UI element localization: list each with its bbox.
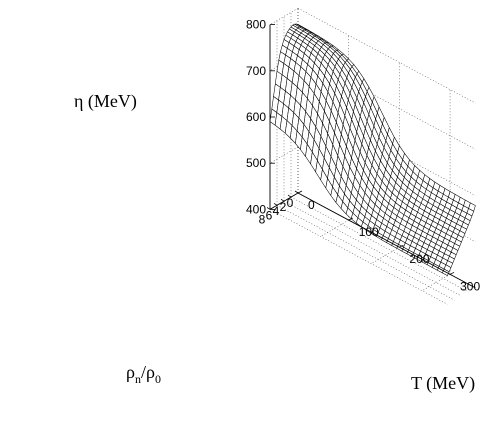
x-tick-mark — [294, 190, 299, 194]
x-tick-label: 0 — [287, 196, 294, 210]
y-tick-mark — [449, 271, 455, 275]
y-tick-label: 0 — [308, 198, 315, 212]
x-tick-label: 2 — [280, 200, 287, 214]
grid-wall-x-line — [269, 146, 299, 164]
y-axis-line — [297, 192, 476, 289]
x-axis-title: ρn/ρ0 — [126, 362, 161, 386]
surface-mesh — [269, 23, 476, 276]
grid-floor-line — [283, 200, 462, 297]
grid-wall-t-line — [297, 7, 476, 104]
x-tick-mark — [287, 194, 292, 198]
y-tick-mark — [399, 244, 404, 248]
axis-lines — [266, 24, 476, 289]
z-tick-label: 600 — [246, 110, 266, 124]
grid-floor-line — [371, 246, 400, 264]
y-tick-label: 100 — [359, 225, 379, 239]
z-tick-label: 500 — [246, 156, 266, 170]
y-tick-label: 300 — [460, 279, 480, 293]
grid-wall-x-line — [269, 54, 299, 72]
z-tick-label: 800 — [246, 18, 266, 32]
x-tick-mark — [280, 198, 285, 202]
y-tick-mark — [297, 190, 303, 194]
x-tick-mark — [266, 207, 271, 210]
y-tick-label: 200 — [409, 252, 429, 266]
grid-floor-line — [276, 205, 455, 301]
y-axis-title: T (MeV) — [411, 373, 475, 394]
x-tick-label: 6 — [266, 208, 273, 222]
grid-floor-line — [421, 274, 451, 291]
x-tick-label: 4 — [273, 204, 280, 218]
grid-floor-line — [290, 196, 469, 293]
z-axis-title: η (MeV) — [74, 91, 137, 112]
y-tick-mark — [348, 217, 353, 221]
x-tick-label: 8 — [259, 212, 266, 226]
grid-wall-x-line — [269, 7, 299, 25]
x-tick-mark — [273, 202, 278, 206]
grid-floor-line — [269, 209, 448, 305]
z-tick-label: 400 — [246, 202, 266, 216]
grid-floor-line — [320, 219, 349, 237]
z-tick-label: 700 — [246, 64, 266, 78]
